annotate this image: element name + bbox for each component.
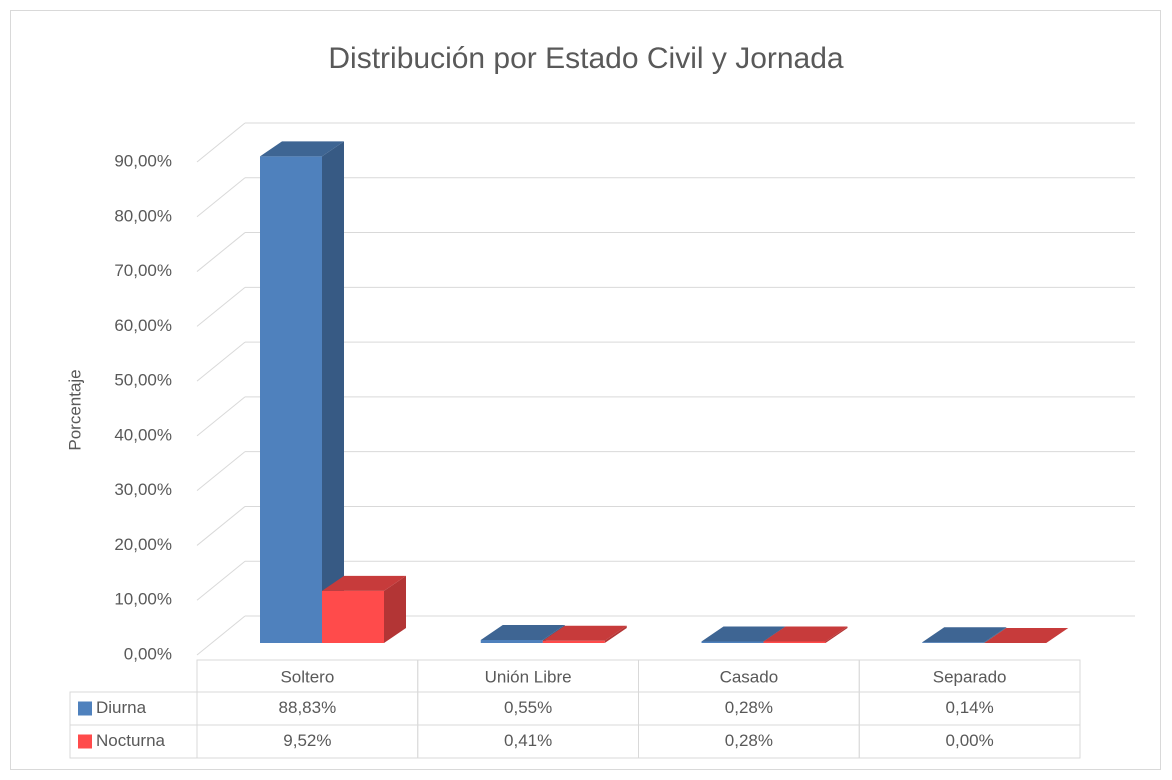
table-cell <box>858 724 1081 759</box>
grid-line <box>196 615 246 656</box>
y-axis-label: Porcentaje <box>65 369 84 450</box>
y-tick-label: 80,00% <box>114 206 172 225</box>
bar-top <box>763 626 848 642</box>
x-tick-label: Separado <box>933 667 1007 686</box>
data-label: 0,14% <box>946 698 994 717</box>
bar <box>542 640 605 643</box>
data-label: 0,28% <box>725 698 773 717</box>
y-tick-label: 30,00% <box>114 480 172 499</box>
grid-line <box>196 451 246 492</box>
grid-line <box>196 396 246 437</box>
y-tick-label: 10,00% <box>114 590 172 609</box>
y-tick-label: 70,00% <box>114 261 172 280</box>
data-label: 0,28% <box>725 731 773 750</box>
y-tick-label: 0,00% <box>124 644 172 663</box>
grid-line <box>196 232 246 272</box>
y-tick-label: 20,00% <box>114 535 172 554</box>
grid-line <box>196 122 246 163</box>
bar-top <box>260 141 344 157</box>
bar <box>480 639 543 643</box>
data-label: 0,00% <box>946 731 994 750</box>
bar-side <box>604 625 627 643</box>
legend-key <box>78 734 92 749</box>
y-tick-label: 60,00% <box>114 316 172 335</box>
bar <box>922 642 985 643</box>
data-label: 88,83% <box>279 698 337 717</box>
y-tick-label: 40,00% <box>114 425 172 444</box>
bar-top <box>984 628 1069 643</box>
data-label: 0,41% <box>504 731 552 750</box>
grid-line <box>196 506 246 546</box>
bar <box>701 641 764 643</box>
bar-side <box>984 627 1007 643</box>
bar <box>763 641 826 643</box>
bar <box>322 590 384 643</box>
bar-side <box>384 575 406 643</box>
bar-side <box>322 141 344 643</box>
legend-label: Nocturna <box>96 731 166 750</box>
data-label: 9,52% <box>283 731 331 750</box>
x-tick-label: Casado <box>720 667 779 686</box>
grid-line <box>196 177 246 218</box>
table-cell <box>69 724 198 759</box>
chart-border <box>10 10 1161 770</box>
grid-line <box>196 341 246 382</box>
legend-label: Diurna <box>96 698 147 717</box>
bar-top <box>922 627 1007 643</box>
x-tick-label: Unión Libre <box>485 667 572 686</box>
bar-side <box>825 626 848 643</box>
data-label: 0,55% <box>504 698 552 717</box>
bar-top <box>480 624 565 640</box>
x-tick-label: Soltero <box>280 667 334 686</box>
bar-top <box>322 575 406 591</box>
chart-title: Distribución por Estado Civil y Jornada <box>328 42 844 75</box>
y-tick-label: 50,00% <box>114 371 172 390</box>
bar-top <box>701 626 786 642</box>
bar-top <box>542 625 627 641</box>
legend-key <box>78 701 92 716</box>
grid-line <box>196 560 246 601</box>
bar <box>260 156 322 643</box>
y-tick-label: 90,00% <box>114 151 172 170</box>
grid-line <box>196 286 246 327</box>
